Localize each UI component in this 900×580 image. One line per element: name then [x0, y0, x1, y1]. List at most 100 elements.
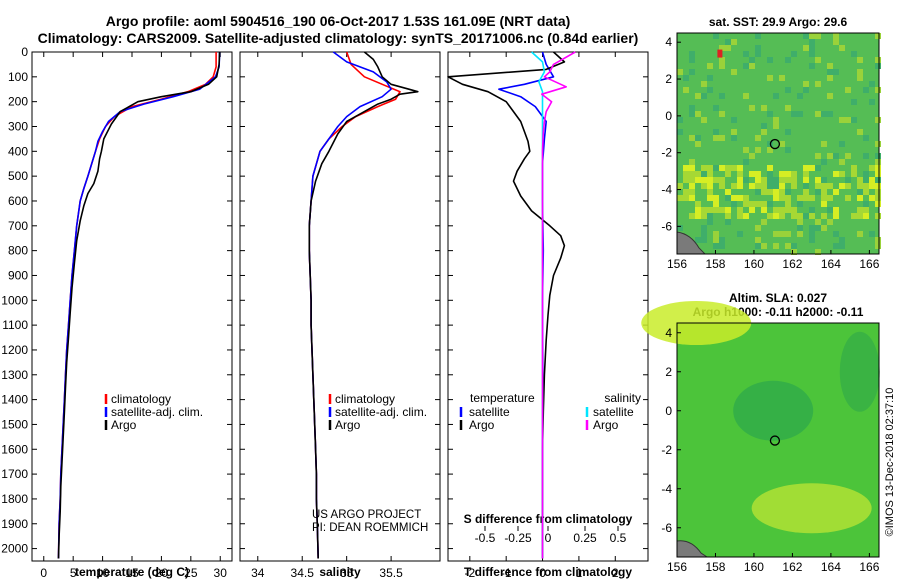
sst-pixel	[845, 153, 851, 159]
sst-pixel	[815, 249, 821, 255]
x-tick-label: 15	[125, 566, 139, 580]
map-x-tick-label: 158	[705, 560, 725, 574]
x-tick-label: -1	[501, 566, 512, 580]
map-x-tick-label: 162	[782, 257, 802, 271]
sst-pixel	[725, 165, 731, 171]
sst-pixel	[737, 165, 743, 171]
sst-pixel	[869, 177, 875, 183]
sst-pixel	[863, 87, 869, 93]
sst-pixel	[785, 201, 791, 207]
sst-pixel	[731, 69, 737, 75]
sst-pixel	[755, 225, 761, 231]
sst-pixel	[797, 201, 803, 207]
sst-pixel	[827, 153, 833, 159]
sst-pixel	[743, 93, 749, 99]
sst-pixel	[809, 45, 815, 51]
x-tick-label: 35.5	[379, 566, 403, 580]
sst-pixel	[857, 69, 863, 75]
legend-label: Argo	[111, 418, 137, 432]
sst-pixel	[719, 93, 725, 99]
sst-pixel	[683, 165, 689, 171]
sst-pixel	[737, 183, 743, 189]
sst-pixel	[815, 57, 821, 63]
sst-pixel	[713, 195, 719, 201]
argo-position-marker	[769, 435, 781, 446]
sst-pixel	[731, 39, 737, 45]
sst-pixel	[725, 45, 731, 51]
sst-pixel	[827, 183, 833, 189]
salinity-panel-frame	[239, 51, 441, 562]
sst-pixel	[869, 81, 875, 87]
sst-pixel	[779, 75, 785, 81]
sst-pixel	[857, 207, 863, 213]
legend-label: climatology	[111, 392, 171, 406]
sst-pixel	[863, 183, 869, 189]
sst-pixel	[725, 171, 731, 177]
sst-pixel	[809, 33, 815, 39]
sst-pixel	[743, 51, 749, 57]
legend-label: satellite	[593, 405, 634, 419]
sst-pixel	[749, 57, 755, 63]
sst-pixel	[803, 189, 809, 195]
s-argo-diff-line	[540, 51, 576, 559]
salinity-argo-line	[308, 51, 419, 559]
depth-tick-label: 700	[8, 219, 28, 233]
sst-pixel	[839, 117, 845, 123]
sst-pixel	[755, 201, 761, 207]
sst-pixel	[875, 57, 881, 63]
sst-hot-pixel	[717, 49, 723, 58]
sst-pixel	[851, 171, 857, 177]
sst-pixel	[791, 177, 797, 183]
sst-pixel	[695, 213, 701, 219]
sst-pixel	[713, 237, 719, 243]
sst-pixel	[683, 87, 689, 93]
map-y-tick-label: 0	[665, 404, 672, 418]
x-tick-label: 30	[214, 566, 228, 580]
depth-tick-label: 200	[8, 95, 28, 109]
sst-pixel	[743, 63, 749, 69]
temperature-axis-label: temperature (deg C)	[75, 565, 189, 579]
sst-pixel	[875, 33, 881, 39]
depth-tick-label: 2000	[1, 542, 28, 556]
sst-pixel	[773, 243, 779, 249]
sst-pixel	[695, 135, 701, 141]
depth-tick-label: 800	[8, 244, 28, 258]
map-y-tick-label: 0	[665, 109, 672, 123]
sst-pixel	[761, 219, 767, 225]
sst-pixel	[803, 45, 809, 51]
sst-pixel	[833, 39, 839, 45]
sst-pixel	[713, 177, 719, 183]
sst-pixel	[695, 111, 701, 117]
sst-pixel	[833, 213, 839, 219]
sst-pixel	[707, 195, 713, 201]
sst-pixel	[719, 45, 725, 51]
map-frame	[676, 322, 880, 558]
salinity-difference-axis-label: S difference from climatology	[464, 512, 633, 526]
sst-pixel	[833, 33, 839, 39]
sst-pixel	[683, 177, 689, 183]
sst-pixel	[677, 183, 683, 189]
depth-tick-label: 500	[8, 169, 28, 183]
sst-pixel	[761, 189, 767, 195]
sst-pixel	[851, 99, 857, 105]
sla-low-patch	[839, 331, 880, 412]
sst-pixel	[827, 93, 833, 99]
difference-panel-frame	[447, 51, 649, 562]
sst-pixel	[743, 177, 749, 183]
sst-pixel	[839, 141, 845, 147]
sst-pixel	[827, 75, 833, 81]
sst-pixel	[719, 237, 725, 243]
sst-pixel	[875, 195, 881, 201]
sst-pixel	[713, 135, 719, 141]
sst-pixel	[725, 189, 731, 195]
depth-tick-label: 1300	[1, 368, 28, 382]
sst-pixel	[791, 213, 797, 219]
map-x-tick-label: 160	[744, 560, 764, 574]
sst-pixel	[785, 105, 791, 111]
sst-pixel	[713, 207, 719, 213]
x-tick-label: 0	[539, 566, 546, 580]
sst-pixel	[821, 177, 827, 183]
sst-pixel	[815, 33, 821, 39]
map-frame	[676, 32, 880, 255]
sst-pixel	[785, 195, 791, 201]
